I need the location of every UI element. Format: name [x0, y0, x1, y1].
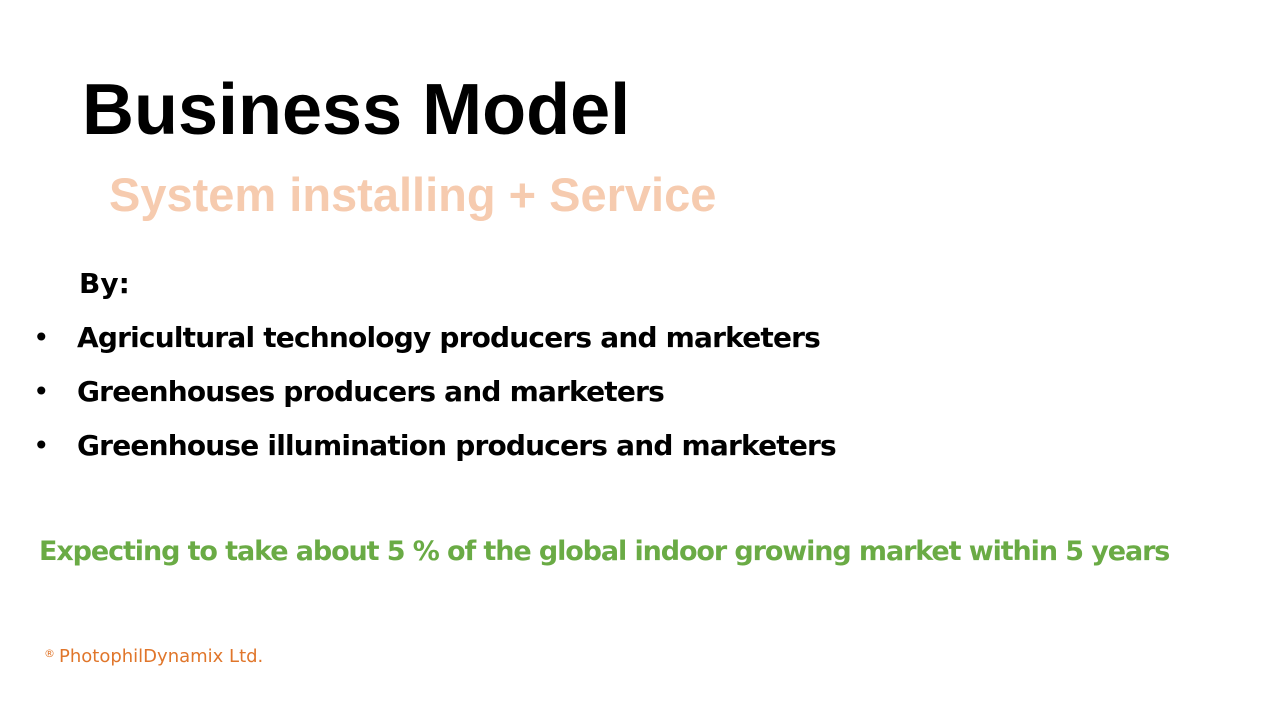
slide-subtitle: System installing + Service — [109, 168, 717, 221]
footer-copyright: ® PhotophilDynamix Ltd. — [44, 641, 263, 670]
bullet-text: Greenhouse illumination producers and ma… — [77, 429, 837, 462]
bullet-text: Greenhouses producers and marketers — [77, 375, 665, 408]
bullet-icon: • — [33, 321, 50, 354]
slide-title: Business Model — [82, 70, 631, 150]
footer-company: PhotophilDynamix Ltd. — [59, 646, 264, 667]
bullet-text: Agricultural technology producers and ma… — [77, 321, 821, 354]
registered-icon: ® — [44, 647, 55, 660]
bullet-icon: • — [33, 429, 50, 462]
bullet-icon: • — [33, 375, 50, 408]
by-label: By: — [79, 267, 130, 300]
market-expectation: Expecting to take about 5 % of the globa… — [39, 536, 1170, 567]
